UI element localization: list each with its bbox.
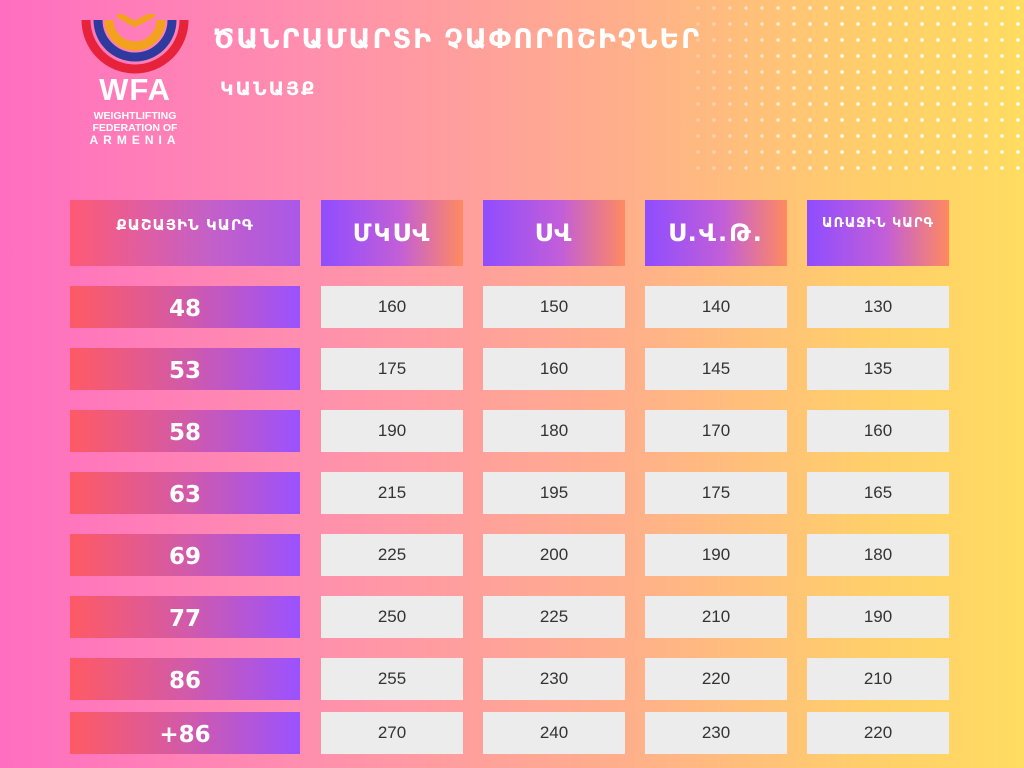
logo-caption-line: FEDERATION OF <box>92 122 178 134</box>
standard-value-cell: 210 <box>645 596 787 638</box>
standard-value-cell: 270 <box>321 712 463 754</box>
standard-value-cell: 150 <box>483 286 625 328</box>
standard-value-cell: 180 <box>483 410 625 452</box>
weight-category-cell: +86 <box>70 712 300 754</box>
logo-caption: WEIGHTLIFTING FEDERATION OF ARMENIA <box>80 110 190 146</box>
page-subtitle: ԿԱՆԱՅՔ <box>220 78 317 100</box>
standard-value-cell: 180 <box>807 534 949 576</box>
standard-value-cell: 190 <box>321 410 463 452</box>
page-title: ԾԱՆՐԱՄԱՐՏԻ ՉԱՓՈՐՈՇԻՉՆԵՐ <box>213 24 702 55</box>
standard-value-cell: 220 <box>807 712 949 754</box>
standard-value-cell: 225 <box>321 534 463 576</box>
weight-category-cell: 48 <box>70 286 300 328</box>
standard-value-cell: 190 <box>645 534 787 576</box>
standard-value-cell: 135 <box>807 348 949 390</box>
weight-category-header: ՔԱՇԱՅԻՆ ԿԱՐԳ <box>70 200 300 266</box>
standard-value-cell: 190 <box>807 596 949 638</box>
standard-value-cell: 195 <box>483 472 625 514</box>
wfa-logo: WFA WEIGHTLIFTING FEDERATION OF ARMENIA <box>80 14 190 154</box>
standard-value-cell: 225 <box>483 596 625 638</box>
standard-value-cell: 240 <box>483 712 625 754</box>
standard-value-cell: 175 <box>645 472 787 514</box>
standard-value-cell: 230 <box>483 658 625 700</box>
weight-category-cell: 63 <box>70 472 300 514</box>
weight-category-cell: 58 <box>70 410 300 452</box>
weight-category-cell: 69 <box>70 534 300 576</box>
standard-value-cell: 220 <box>645 658 787 700</box>
standard-value-cell: 160 <box>483 348 625 390</box>
logo-caption-line: ARMENIA <box>89 133 181 147</box>
logo-abbreviation: WFA <box>99 72 171 107</box>
column-header: ՄԿՍՎ <box>321 200 463 266</box>
standard-value-cell: 165 <box>807 472 949 514</box>
standard-value-cell: 230 <box>645 712 787 754</box>
weight-category-cell: 86 <box>70 658 300 700</box>
standard-value-cell: 145 <box>645 348 787 390</box>
weight-category-cell: 53 <box>70 348 300 390</box>
standard-value-cell: 250 <box>321 596 463 638</box>
column-header: ԱՌԱՋԻՆ ԿԱՐԳ <box>807 200 949 266</box>
column-header: ՍՎ <box>483 200 625 266</box>
standard-value-cell: 170 <box>645 410 787 452</box>
standard-value-cell: 160 <box>321 286 463 328</box>
standard-value-cell: 130 <box>807 286 949 328</box>
column-header: Ս.Վ.Թ. <box>645 200 787 266</box>
standard-value-cell: 200 <box>483 534 625 576</box>
standard-value-cell: 210 <box>807 658 949 700</box>
standard-value-cell: 215 <box>321 472 463 514</box>
standard-value-cell: 255 <box>321 658 463 700</box>
standard-value-cell: 160 <box>807 410 949 452</box>
standard-value-cell: 140 <box>645 286 787 328</box>
weight-category-cell: 77 <box>70 596 300 638</box>
decorative-dot-pattern <box>690 0 1024 180</box>
standard-value-cell: 175 <box>321 348 463 390</box>
logo-caption-line: WEIGHTLIFTING <box>93 110 177 122</box>
logo-emblem-icon <box>81 14 189 74</box>
